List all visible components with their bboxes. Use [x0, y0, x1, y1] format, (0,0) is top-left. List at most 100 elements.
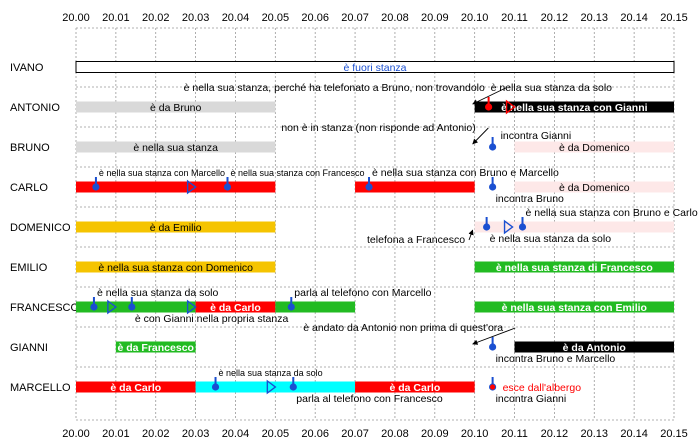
- x-tick-label: 20.01: [102, 428, 130, 440]
- x-tick-label: 20.11: [501, 428, 528, 440]
- bar-label: è da Carlo: [210, 302, 261, 314]
- bar: [474, 101, 674, 113]
- bar-label: è da Carlo: [389, 382, 440, 394]
- bar: [76, 221, 276, 233]
- annotation-label: non è in stanza (non risponde ad Antonio…: [281, 122, 475, 134]
- event-marker: [483, 223, 491, 231]
- event-triangle: [186, 179, 197, 195]
- bar: [514, 341, 674, 353]
- event-triangle: [107, 299, 118, 315]
- row-label: ANTONIO: [10, 102, 60, 114]
- event-marker: [489, 183, 497, 191]
- event-label: è nella sua stanza da solo: [97, 287, 219, 299]
- bar: [76, 301, 196, 313]
- x-tick-label: 20.02: [142, 12, 170, 24]
- row-label: IVANO: [10, 62, 44, 74]
- row-francesco: FRANCESCO è da Carlo è nella sua stanza co…: [10, 287, 674, 325]
- event-label: incontra Bruno: [496, 193, 564, 205]
- annotation-arrow: [472, 87, 506, 105]
- bar-label: è da Emilio: [150, 222, 202, 234]
- event-triangle: [186, 299, 197, 315]
- x-tick-label: 20.08: [381, 12, 409, 24]
- bar-label: è da Antonio: [563, 342, 626, 354]
- row-domenico: DOMENICO è da Emilio è nella sua stanza da…: [10, 207, 698, 246]
- row-bruno: BRUNO è nella sua stanza è da Domenicoinco…: [10, 122, 674, 154]
- x-tick-label: 20.12: [541, 428, 569, 440]
- bar: [115, 341, 196, 353]
- row-carlo: CARLO è da Domenico è nella sua stanza con…: [10, 167, 674, 205]
- bar: [474, 221, 674, 233]
- event-triangle: [266, 379, 277, 395]
- event-marker: [485, 103, 493, 111]
- event-label: esce dall'albergo: [503, 382, 582, 394]
- x-tick-label: 20.12: [541, 12, 569, 24]
- event-label: incontra Gianni: [501, 130, 572, 142]
- event-label: è nella sua stanza da solo: [490, 233, 612, 245]
- annotation-arrow: [472, 327, 516, 345]
- event-label: è nella sua stanza con Francesco: [230, 168, 364, 178]
- bar: [75, 61, 675, 73]
- event-label: è nella sua stanza con Bruno e Carlo: [526, 207, 698, 219]
- x-tick-label: 20.07: [341, 428, 369, 440]
- event-marker: [489, 143, 497, 151]
- bar-label: è nella sua stanza con Emilio: [502, 302, 647, 314]
- x-tick-label: 20.10: [461, 428, 489, 440]
- bar-label: è nella sua stanza con Domenico: [98, 262, 253, 274]
- bar: [76, 101, 276, 113]
- bar: [514, 181, 674, 193]
- x-tick-label: 20.11: [501, 12, 528, 24]
- bar-label: è da Bruno: [150, 102, 202, 114]
- bar: [195, 301, 276, 313]
- bar-label: è da Domenico: [559, 142, 630, 154]
- annotation-label: è nella sua stanza da solo: [491, 82, 613, 94]
- x-tick-label: 20.01: [102, 12, 130, 24]
- row-ivano: IVANO è fuori stanza: [10, 61, 675, 74]
- event-label: è nella sua stanza con Marcello: [99, 168, 225, 178]
- bar: [474, 301, 674, 313]
- bar: [275, 301, 356, 313]
- row-label: EMILIO: [10, 262, 48, 274]
- event-label: incontra Bruno e Marcello: [496, 353, 616, 365]
- event-label: incontra Gianni: [496, 393, 567, 405]
- bar-label: è da Domenico: [559, 182, 630, 194]
- x-tick-label: 20.00: [62, 12, 90, 24]
- x-tick-labels-bottom: 20.00 20.01 20.02 20.03 20.04 20.05 20.06 20.07…: [62, 428, 688, 440]
- x-tick-label: 20.05: [262, 428, 290, 440]
- bar: [76, 141, 276, 153]
- annotation-arrow: [472, 127, 489, 145]
- event-triangle: [503, 219, 514, 235]
- event-marker: [287, 303, 295, 311]
- annotation-arrow: [468, 229, 474, 241]
- row-gianni: GIANNI è da Francesco è da Antonioincontra…: [10, 322, 674, 365]
- row-antonio: ANTONIO è da Bruno è nella sua stanza con …: [10, 82, 674, 115]
- event-label: è nella sua stanza da solo: [219, 368, 323, 378]
- x-tick-label: 20.00: [62, 428, 90, 440]
- event-label: parla al telefono con Francesco: [296, 393, 443, 405]
- x-tick-label: 20.14: [620, 428, 648, 440]
- event-marker: [128, 303, 136, 311]
- x-tick-label: 20.14: [620, 12, 648, 24]
- event-label: parla al telefono con Marcello: [294, 287, 431, 299]
- row-label: FRANCESCO: [10, 302, 80, 314]
- row-emilio: EMILIO è nella sua stanza con Domenico è n…: [10, 261, 674, 274]
- bar: [355, 381, 475, 393]
- x-tick-label: 20.09: [421, 12, 449, 24]
- bar: [474, 261, 674, 273]
- x-tick-label: 20.07: [341, 12, 369, 24]
- bar-label: è nella sua stanza con Gianni: [501, 102, 648, 114]
- timeline-rows: IVANO è fuori stanza ANTONIO è da Bruno è ne…: [10, 61, 698, 405]
- x-tick-labels-top: 20.00 20.01 20.02 20.03 20.04 20.05 20.06 20.07…: [62, 12, 688, 24]
- event-triangle: [505, 99, 516, 115]
- x-tick-label: 20.03: [182, 428, 210, 440]
- row-label: CARLO: [10, 182, 48, 194]
- x-tick-label: 20.10: [461, 12, 489, 24]
- annotation-label: telefona a Francesco: [367, 234, 465, 246]
- x-tick-label: 20.02: [142, 428, 170, 440]
- row-marcello: MARCELLO è da Carlo è da Carlo è nella sua …: [10, 368, 581, 405]
- bar: [76, 381, 196, 393]
- bar: [514, 141, 674, 153]
- row-label: MARCELLO: [10, 382, 71, 394]
- event-marker: [489, 343, 497, 351]
- bar: [76, 261, 276, 273]
